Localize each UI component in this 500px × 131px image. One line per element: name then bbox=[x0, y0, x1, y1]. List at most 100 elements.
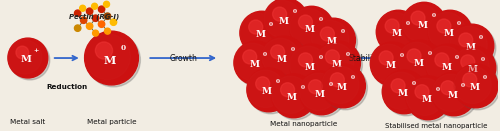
Circle shape bbox=[452, 26, 496, 70]
Circle shape bbox=[408, 78, 452, 122]
Circle shape bbox=[308, 80, 322, 94]
Circle shape bbox=[74, 10, 81, 16]
Text: M: M bbox=[262, 87, 272, 96]
Text: 0: 0 bbox=[301, 85, 305, 90]
Circle shape bbox=[316, 43, 354, 81]
Ellipse shape bbox=[388, 21, 484, 107]
Circle shape bbox=[16, 46, 28, 59]
Text: 0: 0 bbox=[319, 17, 323, 22]
Circle shape bbox=[10, 40, 50, 80]
Circle shape bbox=[240, 11, 284, 55]
Text: M: M bbox=[392, 29, 402, 38]
Circle shape bbox=[302, 73, 346, 117]
Circle shape bbox=[256, 77, 270, 91]
Text: M: M bbox=[467, 65, 477, 74]
Text: 0: 0 bbox=[120, 44, 126, 52]
Text: 0: 0 bbox=[457, 21, 461, 26]
Circle shape bbox=[272, 74, 316, 118]
Circle shape bbox=[272, 76, 309, 113]
Circle shape bbox=[426, 46, 464, 84]
Circle shape bbox=[110, 19, 116, 25]
Text: 0: 0 bbox=[346, 52, 350, 57]
Circle shape bbox=[428, 10, 472, 54]
Circle shape bbox=[262, 36, 306, 80]
Circle shape bbox=[430, 12, 474, 56]
Circle shape bbox=[441, 81, 455, 95]
Circle shape bbox=[262, 38, 299, 76]
Circle shape bbox=[370, 42, 414, 86]
Circle shape bbox=[330, 73, 344, 87]
Circle shape bbox=[434, 74, 478, 118]
Text: 0: 0 bbox=[483, 75, 487, 80]
Text: 0: 0 bbox=[291, 47, 295, 52]
Circle shape bbox=[300, 71, 344, 115]
Circle shape bbox=[461, 55, 475, 69]
Circle shape bbox=[292, 8, 336, 52]
Text: M: M bbox=[444, 29, 454, 38]
Circle shape bbox=[326, 50, 340, 64]
Circle shape bbox=[298, 53, 312, 67]
Circle shape bbox=[322, 64, 366, 108]
Circle shape bbox=[248, 20, 262, 34]
Text: 0: 0 bbox=[340, 29, 344, 34]
Circle shape bbox=[406, 76, 450, 120]
Circle shape bbox=[379, 51, 393, 65]
Text: M: M bbox=[442, 63, 452, 72]
Text: M: M bbox=[21, 55, 32, 64]
Text: 0: 0 bbox=[263, 52, 267, 57]
Circle shape bbox=[298, 15, 312, 29]
Text: M: M bbox=[336, 83, 346, 92]
Text: M: M bbox=[279, 17, 289, 26]
Circle shape bbox=[452, 48, 489, 86]
Circle shape bbox=[314, 20, 358, 64]
Circle shape bbox=[454, 66, 491, 103]
Circle shape bbox=[80, 17, 87, 23]
Circle shape bbox=[8, 38, 48, 78]
Text: M: M bbox=[422, 95, 432, 104]
Circle shape bbox=[452, 46, 496, 90]
Circle shape bbox=[80, 5, 86, 11]
Text: M: M bbox=[469, 83, 479, 92]
Circle shape bbox=[428, 12, 466, 50]
Text: 0: 0 bbox=[269, 22, 273, 27]
Text: Stabilisation: Stabilisation bbox=[348, 54, 397, 63]
Text: Metal nanoparticle: Metal nanoparticle bbox=[270, 121, 338, 127]
Circle shape bbox=[242, 50, 256, 64]
Circle shape bbox=[432, 72, 476, 116]
Text: 0: 0 bbox=[350, 75, 354, 80]
Text: Metal salt: Metal salt bbox=[10, 119, 45, 125]
Circle shape bbox=[402, 2, 446, 46]
Text: 0: 0 bbox=[436, 87, 440, 92]
Text: M: M bbox=[386, 61, 396, 70]
Circle shape bbox=[376, 12, 414, 50]
Circle shape bbox=[272, 7, 286, 21]
Circle shape bbox=[242, 13, 286, 57]
Circle shape bbox=[249, 70, 292, 114]
Circle shape bbox=[398, 42, 436, 80]
Circle shape bbox=[456, 66, 500, 110]
Text: M: M bbox=[332, 60, 342, 69]
Text: 0: 0 bbox=[479, 35, 483, 40]
Circle shape bbox=[428, 46, 472, 90]
Circle shape bbox=[312, 18, 356, 62]
Circle shape bbox=[415, 85, 429, 99]
Circle shape bbox=[400, 42, 444, 86]
Circle shape bbox=[86, 23, 93, 29]
Text: M: M bbox=[315, 90, 325, 99]
Circle shape bbox=[247, 70, 284, 107]
Text: Growth: Growth bbox=[170, 54, 197, 63]
Circle shape bbox=[402, 4, 440, 42]
Circle shape bbox=[435, 53, 449, 67]
Circle shape bbox=[8, 40, 42, 74]
Circle shape bbox=[404, 4, 448, 48]
Text: +: + bbox=[34, 48, 39, 53]
Circle shape bbox=[426, 44, 470, 88]
Circle shape bbox=[290, 44, 334, 88]
Text: M: M bbox=[447, 91, 457, 100]
Text: 0: 0 bbox=[455, 55, 459, 60]
Text: M: M bbox=[287, 93, 297, 102]
Text: M: M bbox=[327, 37, 337, 46]
Text: 0: 0 bbox=[293, 9, 297, 14]
Text: M: M bbox=[398, 89, 407, 98]
Circle shape bbox=[437, 19, 451, 33]
